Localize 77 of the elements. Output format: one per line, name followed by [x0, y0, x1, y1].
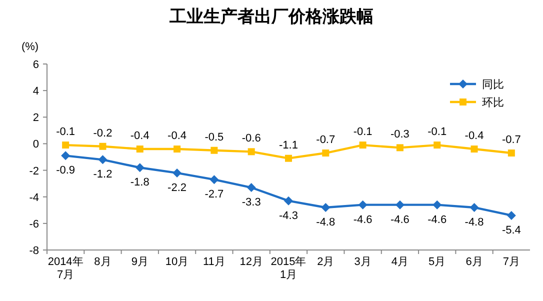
point: [321, 202, 330, 212]
x-tick-label: 6月: [466, 256, 483, 268]
data-label: -4.6: [428, 214, 447, 226]
point: [359, 142, 366, 149]
y-tick-label: 4: [32, 86, 39, 98]
legend-label: 同比: [482, 78, 504, 91]
data-label: -2.7: [204, 188, 224, 201]
point: [248, 148, 255, 156]
data-label: -0.3: [390, 128, 410, 141]
x-tick-label: 4月: [391, 256, 409, 268]
y-tick-label: -4: [29, 192, 39, 204]
x-tick-label: 11月: [202, 256, 226, 268]
point: [358, 200, 368, 210]
point: [322, 150, 330, 157]
y-axis-title: (%): [21, 41, 39, 53]
point: [395, 200, 404, 210]
x-tick-label: 3月: [354, 256, 372, 268]
point: [432, 200, 442, 210]
data-label: -0.4: [464, 130, 484, 142]
point: [210, 175, 219, 184]
data-label: -1.2: [93, 168, 112, 181]
data-label: -0.1: [428, 126, 447, 138]
data-label: -1.1: [279, 139, 298, 152]
legend-label: 环比: [482, 96, 504, 109]
data-label: -5.4: [502, 224, 521, 236]
data-label: -4.3: [279, 210, 298, 222]
x-tick-label: 2014年 7月: [48, 256, 84, 281]
data-label: -2.2: [168, 182, 187, 194]
data-label: -4.6: [390, 214, 410, 226]
data-label: -3.3: [242, 196, 261, 209]
chart-title: 工业生产者出厂价格涨跌幅: [168, 7, 374, 26]
data-label: -4.6: [353, 214, 372, 226]
point: [61, 151, 70, 160]
data-label: -0.4: [168, 130, 187, 142]
x-tick-label: 10月: [165, 256, 189, 268]
data-label: -0.1: [56, 126, 76, 138]
y-tick-label: -6: [29, 218, 39, 230]
data-label: -0.9: [56, 164, 76, 177]
point: [508, 150, 515, 157]
data-label: -0.6: [242, 132, 261, 145]
x-tick-label: 2月: [317, 256, 334, 268]
point: [434, 142, 441, 149]
y-tick-label: 6: [32, 59, 39, 71]
data-label: -1.8: [130, 176, 150, 189]
y-tick-label: -2: [29, 165, 39, 178]
point: [172, 168, 182, 178]
data-label: -4.8: [316, 216, 336, 228]
x-tick-label: 9月: [131, 256, 148, 268]
data-label: -0.1: [353, 126, 372, 138]
data-label: -4.8: [464, 216, 484, 228]
y-tick-label: -8: [29, 245, 39, 257]
point: [174, 146, 181, 153]
point: [470, 146, 478, 153]
point: [506, 210, 516, 220]
x-tick-label: 12月: [240, 256, 263, 268]
data-label: -0.7: [316, 134, 336, 146]
point: [396, 144, 404, 152]
point: [246, 183, 256, 192]
x-tick-label: 7月: [502, 256, 520, 268]
point: [135, 163, 144, 172]
data-label: -0.5: [204, 131, 224, 144]
point: [99, 142, 106, 150]
data-label: -0.4: [130, 130, 150, 142]
y-tick-label: 0: [32, 138, 39, 151]
point: [284, 196, 293, 206]
data-label: -0.7: [502, 134, 521, 146]
point: [136, 146, 144, 153]
point: [285, 154, 292, 162]
x-tick-label: 2015年 1月: [270, 256, 306, 281]
point: [98, 155, 108, 164]
point: [62, 142, 70, 149]
point: [470, 202, 479, 212]
x-tick-label: 8月: [94, 256, 112, 268]
x-tick-label: 5月: [428, 256, 446, 268]
data-label: -0.2: [93, 127, 112, 140]
point: [210, 146, 218, 154]
y-tick-label: 2: [32, 112, 39, 124]
